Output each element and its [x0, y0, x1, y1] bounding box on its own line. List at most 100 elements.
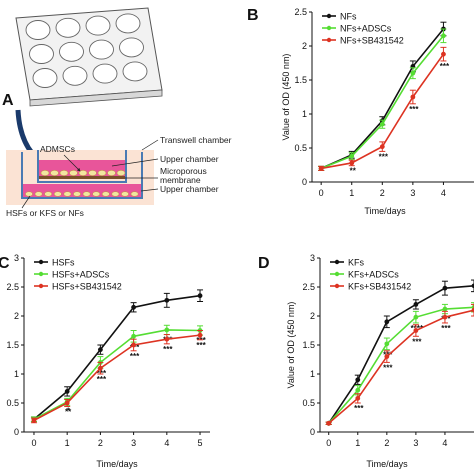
x-tick-label: 0: [31, 438, 36, 448]
well: [32, 68, 58, 88]
fibroblast-cell: [34, 191, 43, 197]
leader-admscs: [63, 154, 81, 172]
data-point: [384, 341, 390, 347]
series-line: [33, 334, 201, 422]
data-point: [197, 293, 203, 299]
data-point: [413, 328, 419, 333]
significance-label: ***: [196, 341, 206, 350]
data-point: [318, 166, 324, 171]
data-point: [413, 302, 419, 307]
fibroblast-cell: [44, 191, 53, 197]
data-point: [164, 327, 170, 333]
x-tick-label: 1: [349, 188, 354, 198]
legend-marker: [326, 13, 332, 19]
fibroblast-cell: [73, 191, 81, 197]
significance-label: ***: [412, 337, 422, 346]
x-tick-label: 5: [198, 438, 203, 448]
data-point: [31, 418, 37, 423]
well: [122, 61, 148, 82]
label-membrane-2: membrane: [160, 175, 201, 185]
chart-panel-c: 0 1 2 3 4 500.511.522.53Time/days************…: [6, 253, 210, 469]
data-point: [384, 319, 390, 325]
data-point: [413, 314, 419, 320]
fibroblast-cell: [92, 191, 101, 197]
y-tick-label: 0: [310, 427, 315, 437]
well-grid: [25, 13, 148, 88]
significance-label: **: [65, 407, 72, 416]
well: [59, 41, 84, 62]
x-tick-label: 4: [442, 438, 447, 448]
well: [115, 13, 141, 34]
diagram-panel-a: ADMSCs Transwell chamber Upper chamber M…: [6, 7, 232, 218]
x-tick-label: 4: [441, 188, 446, 198]
y-tick-label: 2.5: [302, 282, 315, 292]
significance-label: ***: [383, 363, 393, 372]
lower-chamber-medium: [23, 184, 141, 197]
y-tick-label: 1.5: [6, 340, 19, 350]
data-point: [355, 377, 361, 383]
significance-label: ***: [354, 404, 364, 413]
series-line: [328, 309, 474, 424]
well: [62, 65, 88, 86]
fibroblast-cell: [82, 191, 91, 197]
significance-label: ***: [130, 343, 140, 352]
data-point: [131, 304, 137, 310]
admsc-cell: [78, 170, 88, 176]
panel-label-b: B: [247, 7, 259, 24]
series-line: [33, 329, 201, 420]
y-tick-label: 1.5: [302, 340, 315, 350]
y-tick-label: 0: [302, 177, 307, 187]
x-tick-label: 0: [326, 438, 331, 448]
x-tick-label: 2: [380, 188, 385, 198]
y-tick-label: 2: [302, 41, 307, 51]
panel-label-d: D: [258, 255, 270, 272]
well: [25, 20, 51, 40]
data-point: [379, 144, 385, 150]
admsc-cell: [69, 170, 78, 176]
label-lower-chamber: Upper chamber: [160, 184, 219, 194]
transwell-inner: [37, 150, 127, 183]
chart-panel-d: 0 1 2 3 4 0 0.5 1 1.5 2 2.5 3 Time/days Value of OD (…: [286, 253, 474, 469]
data-point: [131, 333, 137, 339]
y-tick-label: 0: [14, 427, 19, 437]
y-tick-label: 3: [310, 253, 315, 263]
data-point: [442, 306, 448, 312]
significance-label: ***: [97, 375, 107, 384]
data-point: [442, 285, 448, 291]
well-plate-illustration: [15, 7, 163, 107]
admsc-cell: [40, 170, 50, 176]
legend-entry: NFs: [340, 12, 357, 22]
data-point: [410, 94, 416, 100]
x-axis-label: Time/days: [96, 459, 138, 469]
well: [85, 15, 111, 36]
significance-label: ***: [441, 315, 451, 324]
microporous-membrane: [39, 176, 125, 179]
y-tick-label: 0.5: [302, 398, 315, 408]
x-tick-label: 1: [355, 438, 360, 448]
legend-entry: HSFs: [52, 258, 75, 268]
x-tick-label: 3: [131, 438, 136, 448]
significance-label: ****: [411, 324, 424, 333]
y-tick-label: 1: [14, 369, 19, 379]
leader-upper-chamber: [111, 158, 159, 167]
significance-label: *: [67, 406, 71, 415]
data-point: [349, 153, 355, 159]
admsc-cell: [50, 170, 59, 176]
legend-marker: [38, 259, 44, 265]
admsc-cell: [97, 170, 107, 176]
data-point: [349, 160, 355, 166]
x-axis-label: Time/days: [366, 459, 408, 469]
fibroblast-cell: [101, 191, 110, 197]
significance-label: ***: [163, 345, 173, 354]
y-tick-label: 1: [302, 109, 307, 119]
significance-label: ***: [440, 62, 450, 71]
fibroblast-cell: [121, 191, 129, 197]
fibroblast-cell: [63, 191, 72, 197]
fibroblast-cell: [25, 191, 33, 197]
y-tick-label: 2: [14, 311, 19, 321]
legend-entry: HSFs+SB431542: [52, 282, 122, 292]
y-tick-label: 1.5: [294, 75, 307, 85]
legend-entry: HSFs+ADSCs: [52, 270, 110, 280]
data-point: [379, 121, 385, 127]
